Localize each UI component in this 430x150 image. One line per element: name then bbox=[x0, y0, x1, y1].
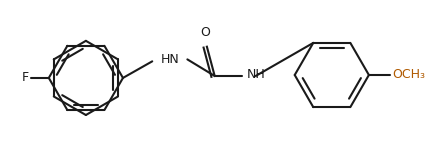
Text: NH: NH bbox=[246, 69, 265, 81]
Text: O: O bbox=[200, 26, 210, 39]
Text: OCH₃: OCH₃ bbox=[392, 69, 425, 81]
Text: F: F bbox=[22, 71, 29, 84]
Text: HN: HN bbox=[160, 53, 179, 66]
